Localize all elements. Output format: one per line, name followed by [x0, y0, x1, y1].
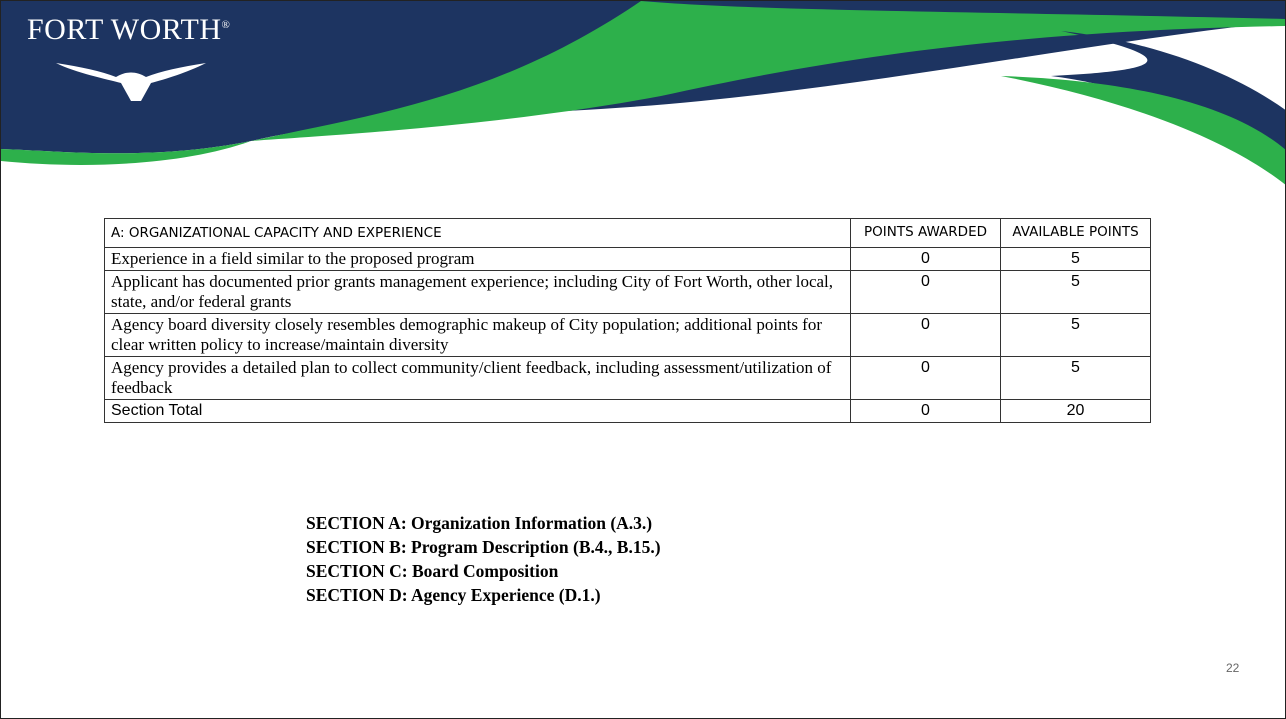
table-row: Applicant has documented prior grants ma…: [104, 270, 1151, 314]
section-line: SECTION B: Program Description (B.4., B.…: [306, 537, 661, 557]
points-cell: 0: [850, 356, 1001, 400]
logo: FORT WORTH®: [27, 13, 230, 47]
points-cell: 0: [850, 270, 1001, 314]
criterion-cell: Agency board diversity closely resembles…: [104, 313, 851, 357]
logo-mark: ®: [221, 19, 231, 31]
header-cell: AVAILABLE POINTS: [1000, 218, 1151, 248]
table-row: Section Total 0 20: [104, 399, 1151, 423]
header-cell: A: ORGANIZATIONAL CAPACITY AND EXPERIENC…: [104, 218, 851, 248]
points-cell: 0: [850, 313, 1001, 357]
criterion-cell: Agency provides a detailed plan to colle…: [104, 356, 851, 400]
logo-text: FORT WORTH: [27, 13, 222, 46]
table-row: Experience in a field similar to the pro…: [104, 247, 1151, 271]
table-row: Agency board diversity closely resembles…: [104, 313, 1151, 357]
sections: SECTION A: Organization Information (A.3…: [306, 511, 661, 607]
page-number: 22: [1226, 661, 1240, 675]
scoring-table: A: ORGANIZATIONAL CAPACITY AND EXPERIENC…: [104, 218, 1151, 423]
banner: [1, 1, 1285, 185]
points-cell: 0: [850, 399, 1001, 423]
criterion-cell: Applicant has documented prior grants ma…: [104, 270, 851, 314]
criterion-cell: Experience in a field similar to the pro…: [104, 247, 851, 271]
section-line: SECTION C: Board Composition: [306, 561, 559, 581]
table-row: Agency provides a detailed plan to colle…: [104, 356, 1151, 400]
header-row: A: ORGANIZATIONAL CAPACITY AND EXPERIENC…: [104, 218, 1151, 248]
points-cell: 20: [1000, 399, 1151, 423]
points-cell: 0: [850, 247, 1001, 271]
section-line: SECTION A: Organization Information (A.3…: [306, 513, 653, 533]
points-cell: 5: [1000, 247, 1151, 271]
criterion-cell: Section Total: [104, 399, 851, 423]
header-cell: POINTS AWARDED: [850, 218, 1001, 248]
section-line: SECTION D: Agency Experience (D.1.): [306, 585, 601, 605]
points-cell: 5: [1000, 313, 1151, 357]
points-cell: 5: [1000, 356, 1151, 400]
points-cell: 5: [1000, 270, 1151, 314]
